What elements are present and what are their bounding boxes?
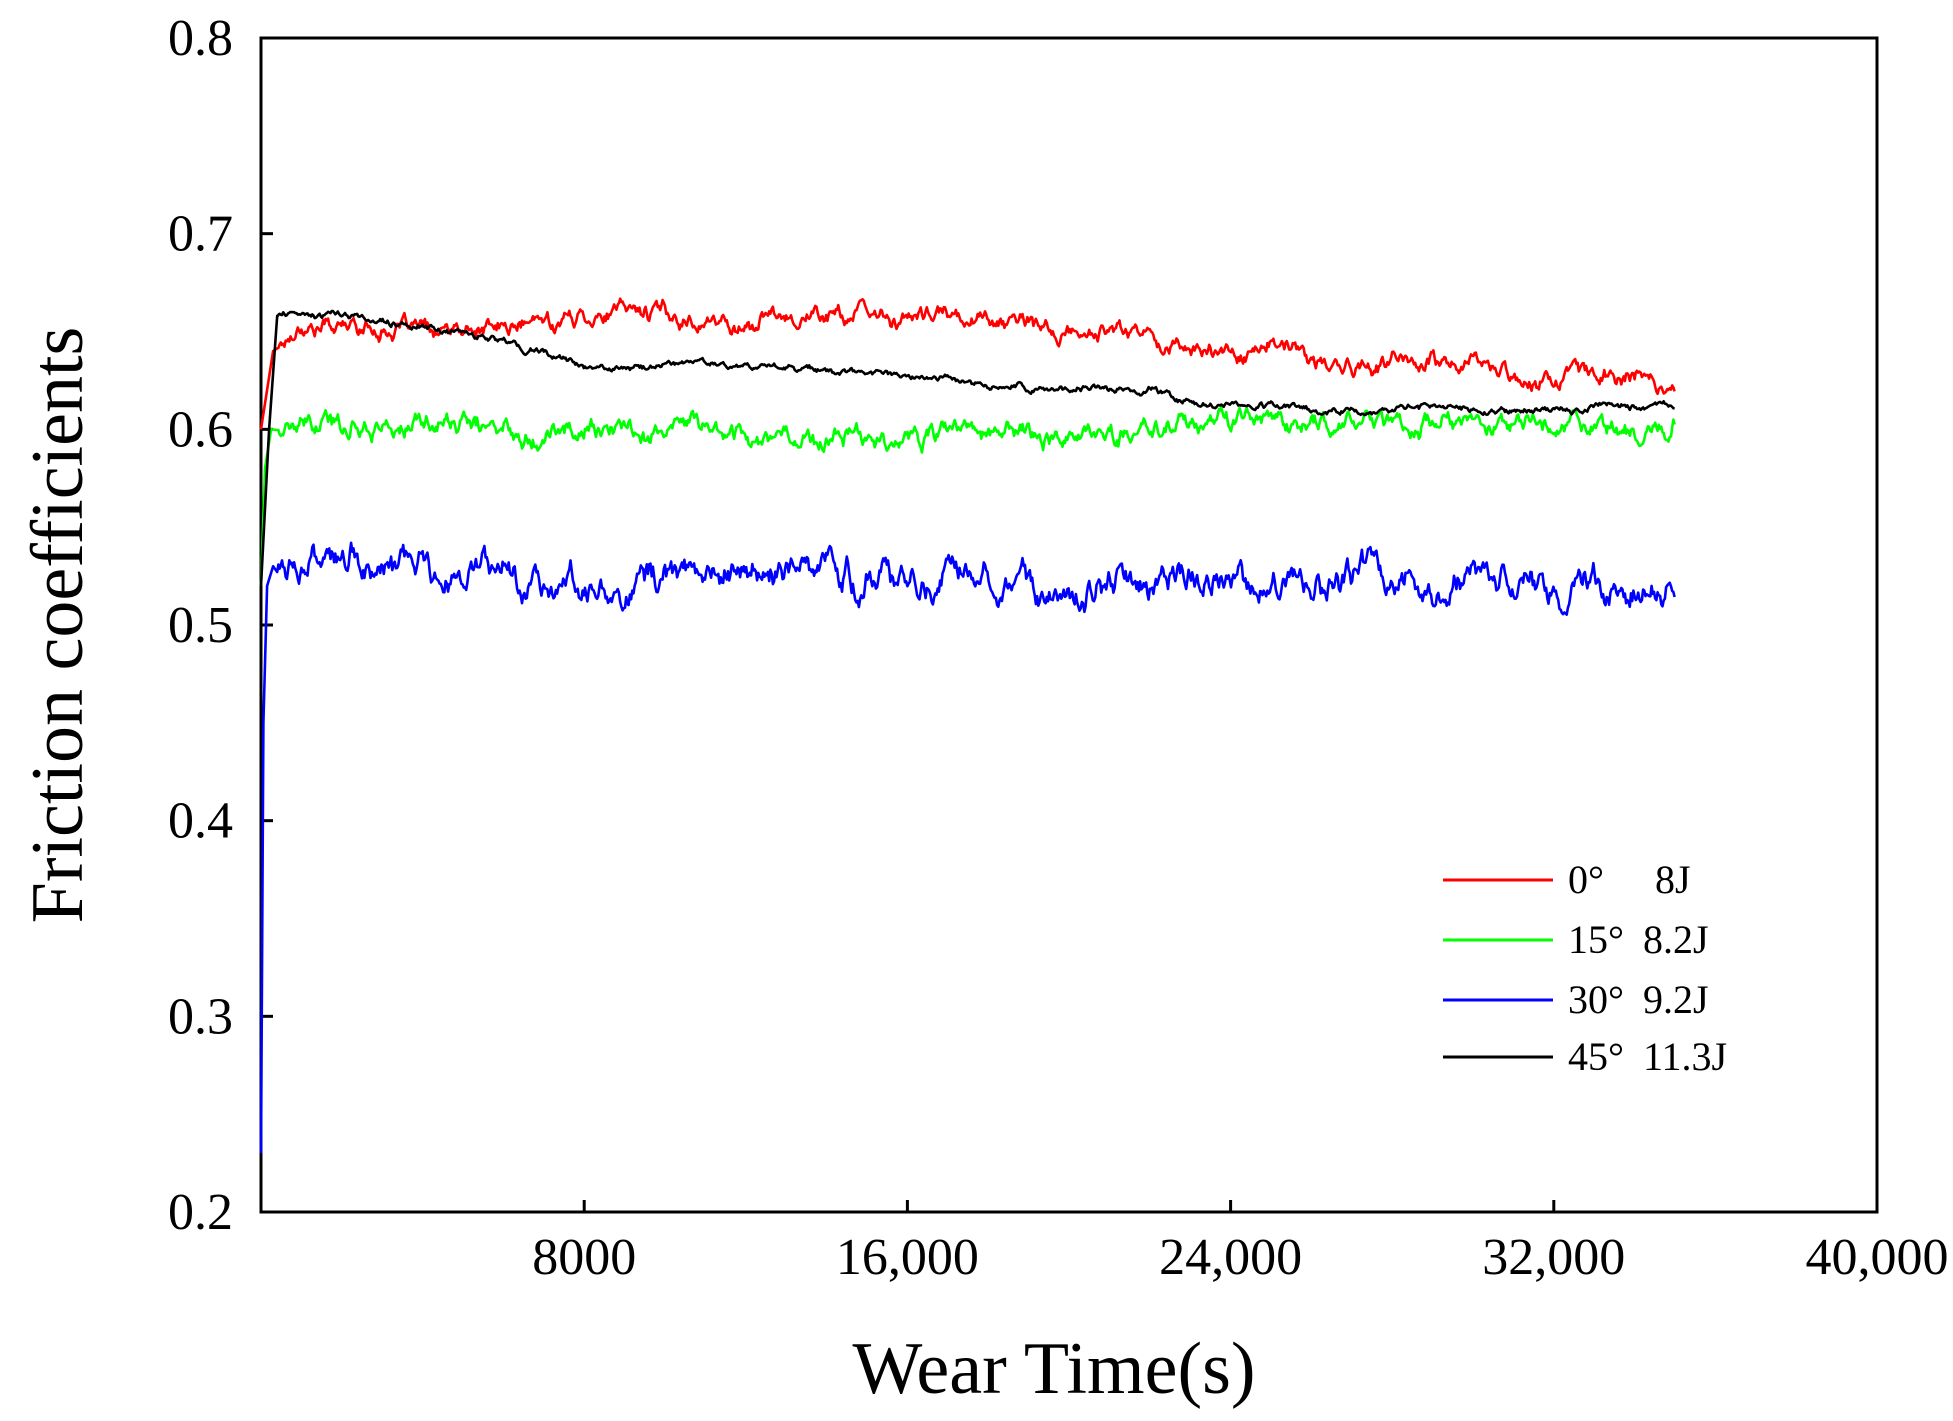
series-line-0 [259, 297, 1676, 430]
series-group [259, 297, 1676, 1154]
legend-label-energy: 8.2J [1643, 917, 1709, 962]
legend: 0° 8J 15° 8.2J 30° 9.2J 45° 11.3J [1443, 857, 1727, 1079]
series-line-2 [259, 541, 1676, 1154]
legend-label-angle: 0° [1568, 857, 1604, 902]
plot-frame [259, 36, 1879, 1214]
x-tick-label: 8000 [532, 1229, 636, 1286]
y-tick-label: 0.3 [168, 988, 233, 1045]
y-tick-label: 0.5 [168, 597, 233, 654]
x-axis-title: Wear Time(s) [852, 1328, 1255, 1410]
series-line-1 [259, 405, 1676, 586]
x-tick-label: 32,000 [1482, 1229, 1625, 1286]
axes: 0.2 0.3 0.4 0.5 0.6 0.7 0.8 8000 16,000 24,000 32,… [17, 10, 1949, 1410]
x-tick-label: 16,000 [836, 1229, 979, 1286]
y-axis-title: Friction coefficients [17, 327, 99, 924]
legend-label-angle: 15° [1568, 917, 1624, 962]
legend-label-energy: 11.3J [1643, 1034, 1727, 1079]
legend-label-angle: 45° [1568, 1034, 1624, 1079]
x-tick-label: 24,000 [1159, 1229, 1302, 1286]
legend-label-energy: 8J [1655, 857, 1691, 902]
series-line-3 [259, 309, 1676, 586]
y-tick-label: 0.7 [168, 206, 233, 263]
y-tick-label: 0.4 [168, 793, 233, 850]
y-tick-label: 0.2 [168, 1184, 233, 1241]
legend-label-angle: 30° [1568, 977, 1624, 1022]
x-tick-label: 40,000 [1806, 1229, 1949, 1286]
legend-label-energy: 9.2J [1643, 977, 1709, 1022]
y-tick-label: 0.6 [168, 401, 233, 458]
y-tick-label: 0.8 [168, 10, 233, 67]
